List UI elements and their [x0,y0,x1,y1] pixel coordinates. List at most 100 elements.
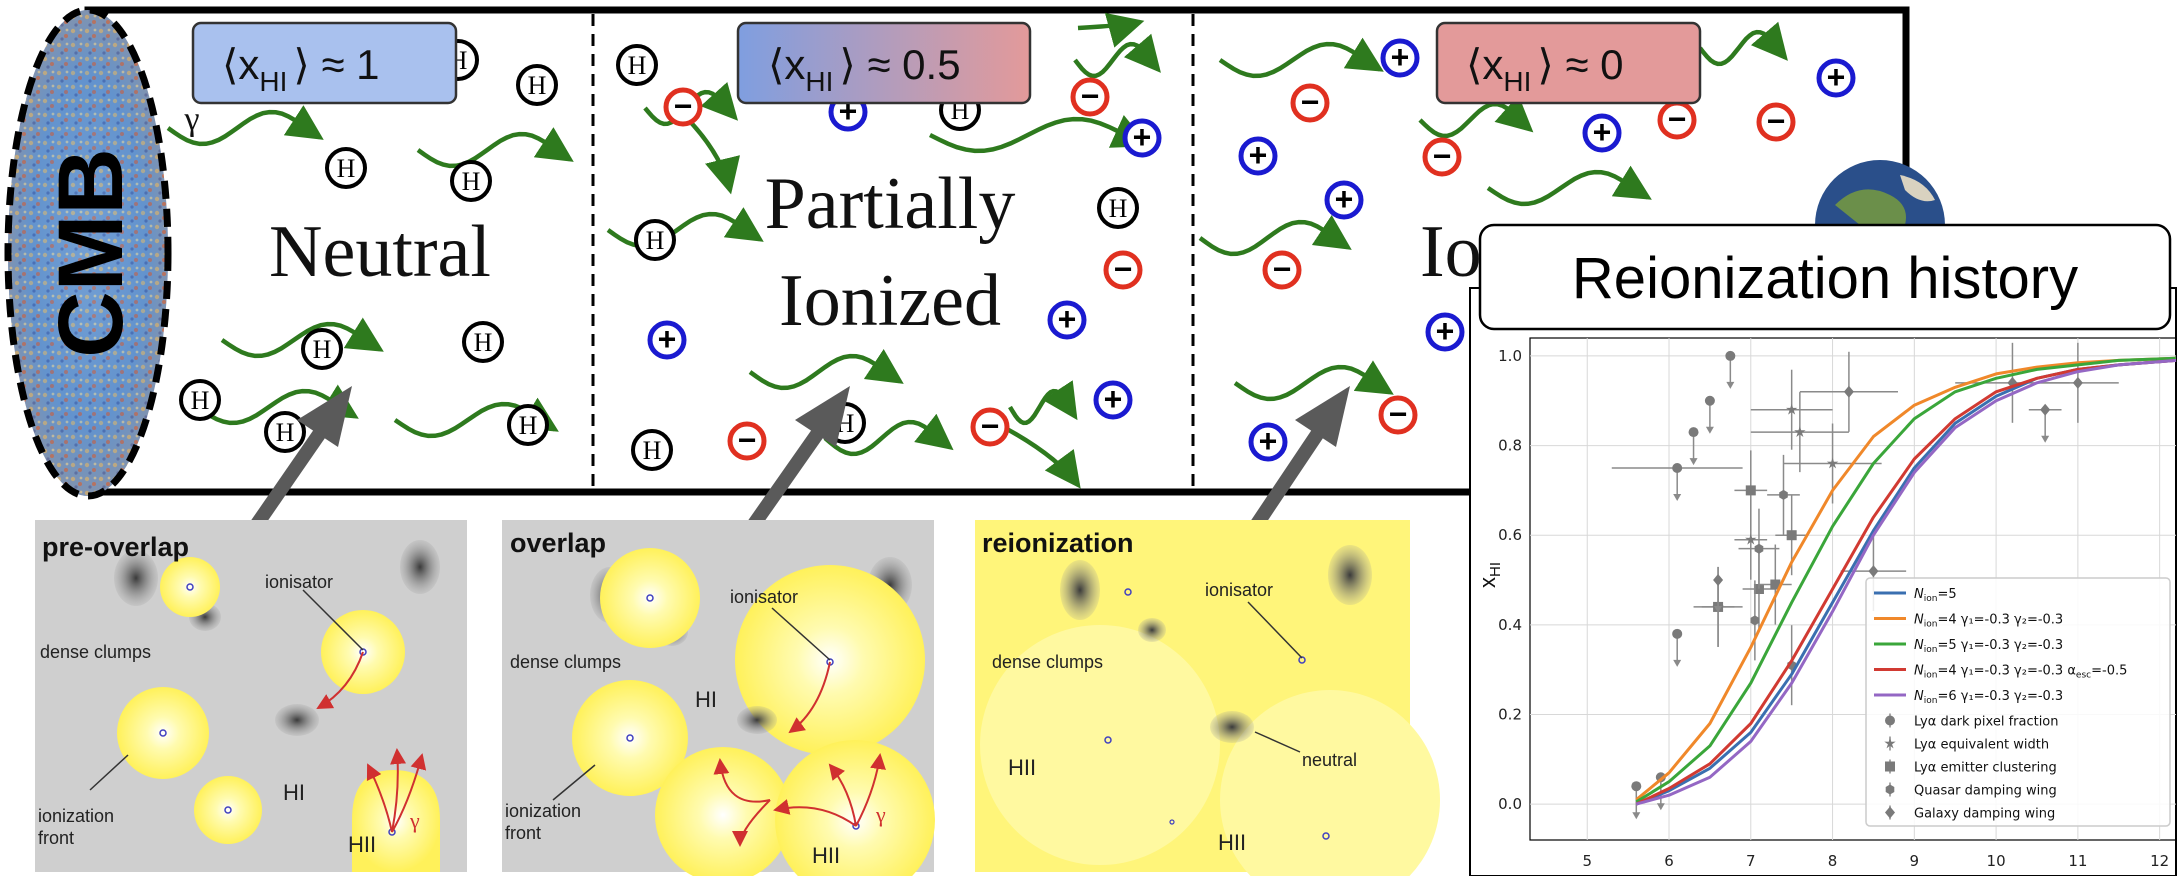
pre-overlap-ionisator: ionisator [265,572,333,592]
observation-marker-10 [1794,426,1806,437]
hydrogen-atom-6: H [462,321,504,363]
svg-text:H: H [191,386,210,415]
electron-10: − [1378,395,1418,435]
plot-area [1529,337,2177,841]
electron-5: − [1422,137,1462,177]
hydrogen-atom-10: H [507,404,549,446]
observation-marker-9 [1786,403,1798,415]
hydrogen-atom-7: H [179,379,221,421]
observation-marker-15 [1770,579,1781,590]
svg-text:Nion=4 γ₁=-0.3 γ₂=-0.3 αesc=-0: Nion=4 γ₁=-0.3 γ₂=-0.3 αesc=-0.5 [1914,664,2127,681]
observation-marker-5 [1704,395,1715,406]
chart-lines [1635,356,2177,806]
chart-observations [1611,342,2119,820]
svg-text:−: − [1301,84,1320,120]
svg-text:⟨xHI⟩ ≈ 0: ⟨xHI ⟩ ≈ 0 [1466,41,1624,97]
pre-overlap-gamma: γ [409,808,420,833]
panel-pre-overlap: pre-overlap ionisator dense clumps ioniz… [35,520,467,872]
connector-arrow-1 [249,386,352,531]
pre-overlap-hii: HII [348,832,376,857]
svg-text:H: H [519,411,538,440]
photon-9 [1073,33,1161,79]
observation-marker-3 [1672,462,1683,473]
electron-0: − [663,87,703,127]
hydrogen-atom-5: H [301,328,343,370]
series-line-3 [1635,358,2177,806]
observation-marker-25 [1713,574,1724,587]
svg-text:+: + [1249,137,1268,173]
svg-text:+: + [1259,423,1278,459]
hydrogen-atom-12: H [634,219,676,261]
observation-9 [1750,369,1833,450]
legend-observation-marker-2 [1885,761,1895,772]
cmb-ellipse: CMB [4,6,172,500]
svg-text:H: H [276,418,295,447]
observation-15 [1758,544,1792,625]
svg-text:+: + [1391,39,1410,75]
legend-observation-label-4: Galaxy damping wing [1914,807,2055,822]
photon-0 [166,105,324,147]
svg-text:H: H [628,51,647,80]
proton-2: + [1380,38,1420,78]
observation-marker-0 [1631,781,1642,792]
svg-text:Nion=4 γ₁=-0.3 γ₂=-0.3: Nion=4 γ₁=-0.3 γ₂=-0.3 [1914,613,2063,630]
badge-neutral: ⟨xHI ⟩ ≈ 1 [191,21,458,105]
observation-marker-20 [1779,489,1788,500]
observation-marker-13 [1745,485,1756,496]
photon-16 [1233,360,1394,402]
observation-0 [1631,781,1642,820]
pre-overlap-front1: ionization [38,806,114,826]
pre-overlap-title: pre-overlap [42,532,189,562]
proton-11: + [1816,58,1856,98]
photon-group [166,12,1788,489]
overlap-hi: HI [695,687,717,712]
observation-4 [1688,427,1699,466]
observation-marker-2 [1672,628,1683,639]
xtick-6: 11 [2068,852,2087,870]
connector-arrows [249,386,1350,532]
hydrogen-atom-9: H [631,429,673,471]
photon-8 [928,114,1150,154]
reionization-dense: dense clumps [992,652,1103,672]
photon-3 [195,384,359,426]
badge-ionized-sub: HI [1503,66,1531,97]
overlap-front1: ionization [505,801,581,821]
proton-4: + [1582,113,1622,153]
observation-19 [1738,508,1780,589]
hydrogen-atom-8: H [264,411,306,453]
photon-7 [748,349,904,391]
observation-marker-8 [1745,533,1757,545]
badge-ionized-text: ⟨x [1466,41,1503,88]
svg-text:+: + [1104,381,1123,417]
svg-text:+: + [1058,301,1077,337]
photon-11 [1008,380,1078,426]
svg-text:⟨xHI⟩ ≈ 0.5: ⟨xHI ⟩ ≈ 0.5 [768,41,961,97]
legend-observation-marker-1 [1884,737,1896,749]
svg-text:+: + [1827,59,1846,95]
badge-partial: ⟨xHI ⟩ ≈ 0.5 [736,21,1032,105]
photon-13 [1198,215,1352,257]
electron-2: − [1290,83,1330,123]
svg-text:−: − [981,408,1000,444]
hydrogen-atom-4: H [450,160,492,202]
legend-series-3: Nion=4 γ₁=-0.3 γ₂=-0.3 αesc=-0.5 [1874,664,2127,681]
pre-overlap-dense: dense clumps [40,642,151,662]
svg-text:−: − [1389,396,1408,432]
observation-marker-14 [1753,584,1764,594]
xtick-2: 7 [1746,852,1756,870]
legend-observation-marker-0 [1885,715,1895,726]
legend-series-0: Nion=5 [1874,587,1957,604]
badge-ionized: ⟨xHI ⟩ ≈ 0 [1435,21,1702,105]
badge-partial-text: ⟨x [768,41,805,88]
series-line-2 [1635,356,2177,804]
badge-ionized-tail: ⟩ ≈ 0 [1537,41,1623,88]
chart-ticks: 5 6 7 8 9 10 11 12 0.0 0.2 0.4 0.6 0.8 1.0 [1498,347,2169,870]
photon-14 [1418,95,1534,139]
proton-1: + [1122,118,1162,158]
history-title-box: Reionization history [1478,223,2172,331]
reionization-ionisator: ionisator [1205,580,1273,600]
svg-text:H: H [474,328,493,357]
proton-5: + [1324,180,1364,220]
svg-text:−: − [738,422,757,458]
chart-ylabel-main: x [1475,577,1500,588]
